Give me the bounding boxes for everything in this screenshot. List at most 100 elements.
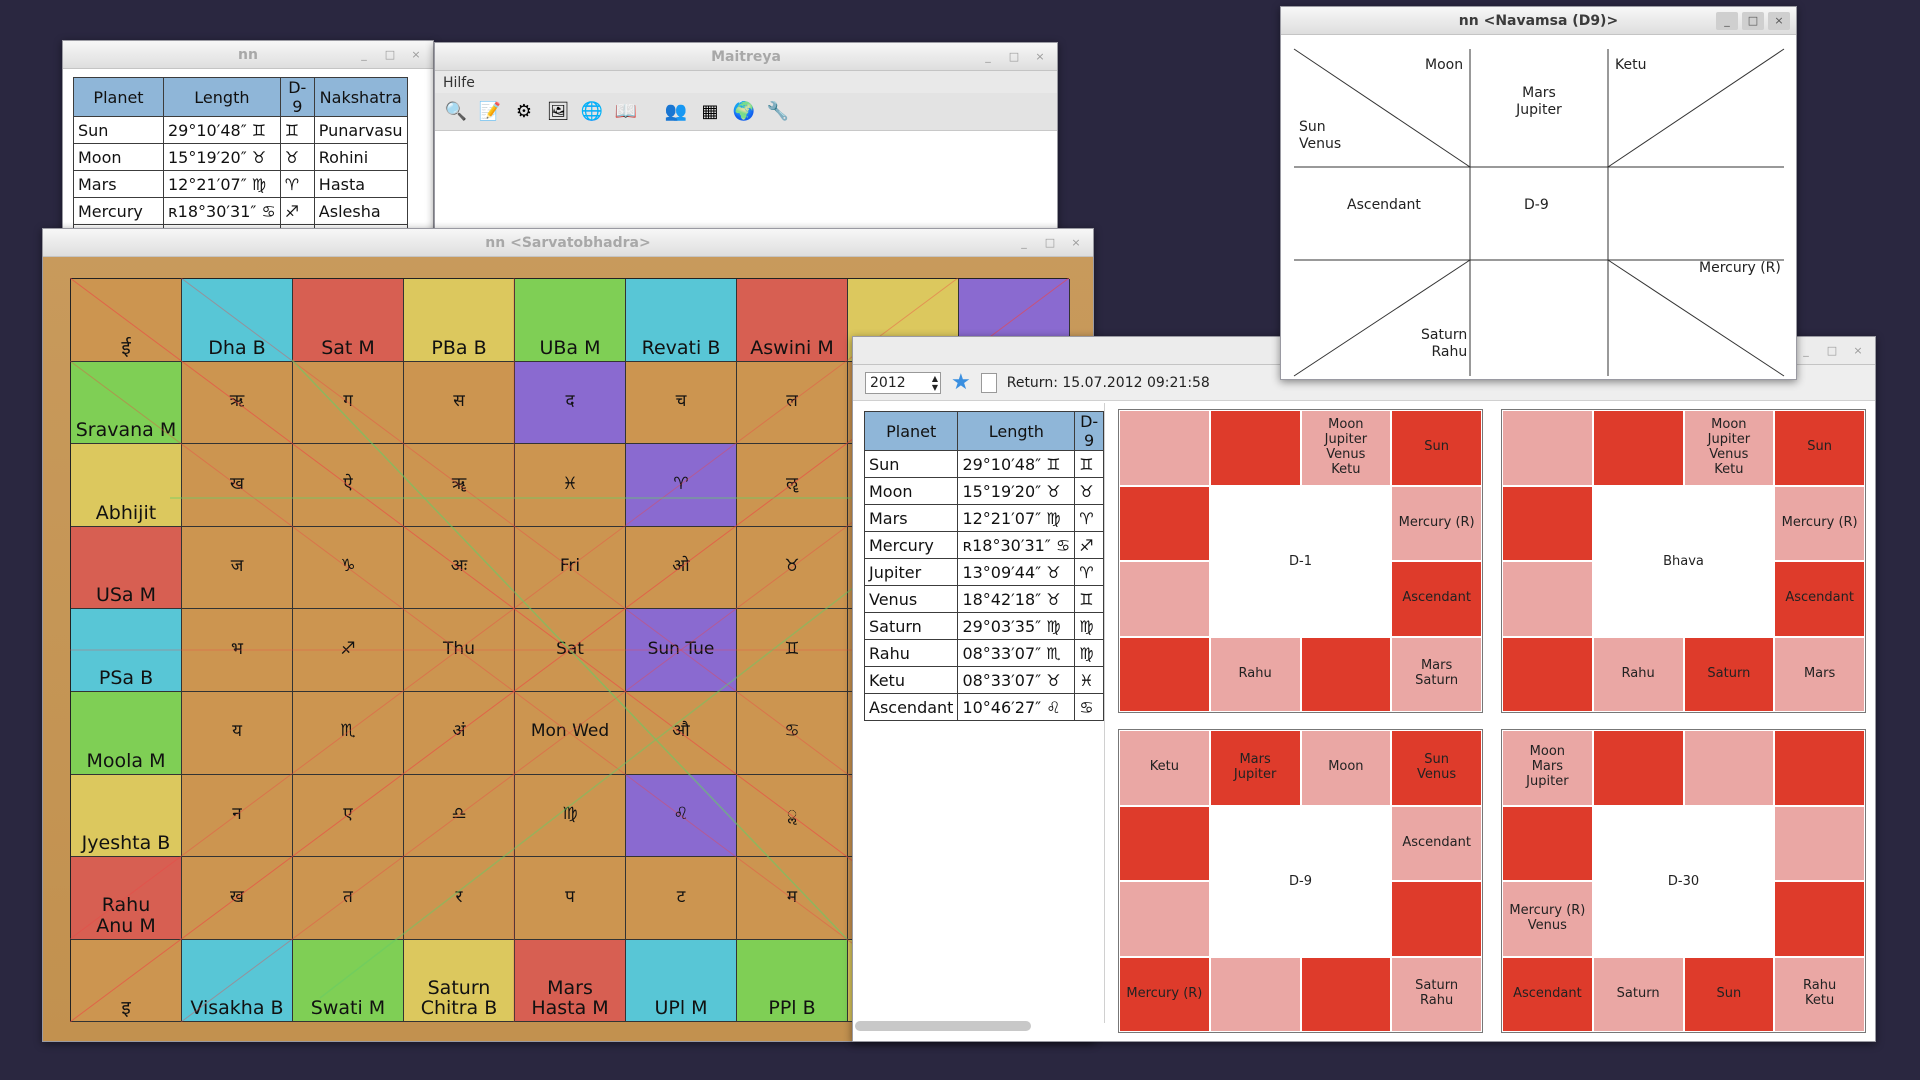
table-row[interactable]: Mars 12°21′07″ ♍ ♈ Hasta	[73, 170, 408, 198]
image-icon[interactable]: 🖼	[546, 100, 570, 122]
chart-house-cell[interactable]: Ascendant	[1391, 805, 1482, 881]
chart-house-cell[interactable]	[1209, 410, 1301, 486]
note-icon[interactable]	[980, 372, 997, 393]
table-row[interactable]: Ascendant 10°46′27″ ♌ ♋	[863, 693, 1104, 721]
chart-house-cell[interactable]: Sun	[1391, 410, 1482, 486]
chart-icon[interactable]: ▦	[701, 100, 719, 122]
spinner-arrows-icon[interactable]: ▲ ▼	[931, 373, 938, 392]
table-row[interactable]: Mercury ʀ18°30′31″ ♋ ♐ Aslesha	[73, 197, 408, 225]
chart-house-cell[interactable]: Moon Mars Jupiter	[1502, 730, 1593, 806]
settings-icon[interactable]: ⚙	[515, 100, 533, 122]
column-header[interactable]: Planet	[73, 77, 164, 117]
edit-icon[interactable]: 📝	[478, 100, 502, 122]
search-icon[interactable]: 🔍	[444, 100, 468, 122]
maximize-button[interactable]: □	[384, 48, 396, 61]
chart-house-cell[interactable]: Mars Saturn	[1391, 636, 1482, 712]
chart-house-cell[interactable]	[1502, 410, 1593, 486]
chart-house-cell[interactable]	[1502, 805, 1593, 881]
star-icon[interactable]: ★	[951, 370, 971, 395]
maximize-button[interactable]: □	[1044, 236, 1056, 249]
close-button[interactable]: ×	[1071, 236, 1081, 249]
chart-house-cell[interactable]: Moon	[1300, 730, 1392, 806]
chart-house-cell[interactable]: Sun Venus	[1391, 730, 1482, 806]
chart-house-cell[interactable]: Ketu	[1119, 730, 1210, 806]
maximize-button[interactable]: □	[1008, 50, 1020, 63]
chart-house-cell[interactable]: Saturn	[1683, 636, 1775, 712]
chart-house-cell[interactable]	[1683, 730, 1775, 806]
table-row[interactable]: Mars 12°21′07″ ♍ ♈	[863, 504, 1104, 532]
minimize-button[interactable]: _	[1803, 344, 1809, 357]
chart-house-cell[interactable]	[1209, 956, 1301, 1032]
earth-icon[interactable]: 🌍	[732, 100, 756, 122]
table-row[interactable]: Sun 29°10′48″ ♊ ♊ Punarvasu	[73, 116, 408, 144]
close-button[interactable]: ×	[411, 48, 421, 61]
chart-house-cell[interactable]: Mercury (R)	[1119, 956, 1210, 1032]
chart-house-cell[interactable]	[1774, 881, 1865, 957]
sarvatobhadra-titlebar[interactable]: nn <Sarvatobhadra> _ □ ×	[43, 229, 1093, 257]
chart-house-cell[interactable]	[1774, 805, 1865, 881]
chart-house-cell[interactable]	[1119, 410, 1210, 486]
table-row[interactable]: Saturn 29°03′35″ ♍ ♍	[863, 612, 1104, 640]
maitreya-titlebar[interactable]: Maitreya _ □ ×	[435, 43, 1057, 71]
horizontal-scrollbar[interactable]	[855, 1021, 1031, 1031]
chart-house-cell[interactable]	[1502, 485, 1593, 561]
chart-house-cell[interactable]: Sun	[1774, 410, 1865, 486]
chart-house-cell[interactable]: Moon Jupiter Venus Ketu	[1300, 410, 1392, 486]
chart-house-cell[interactable]: Mars	[1774, 636, 1865, 712]
chart-house-cell[interactable]: Rahu	[1209, 636, 1301, 712]
chart-house-cell[interactable]	[1774, 730, 1865, 806]
close-button[interactable]: ×	[1035, 50, 1045, 63]
nn-titlebar[interactable]: nn _ □ ×	[63, 41, 433, 69]
minimize-button[interactable]: _	[1021, 236, 1027, 249]
chart-house-cell[interactable]: Sun	[1683, 956, 1775, 1032]
varga-chart-d9[interactable]: Ketu Mars Jupiter Moon Sun Venus D-9 Ascendan…	[1118, 729, 1483, 1033]
chart-house-cell[interactable]	[1502, 636, 1593, 712]
varga-chart-d30[interactable]: Moon Mars Jupiter D-30 Mercury (R) Venus As…	[1501, 729, 1866, 1033]
chart-house-cell[interactable]	[1119, 485, 1210, 561]
chart-house-cell[interactable]: Mars Jupiter	[1209, 730, 1301, 806]
chart-house-cell[interactable]	[1119, 881, 1210, 957]
chart-house-cell[interactable]: Ascendant	[1774, 561, 1865, 637]
chart-house-cell[interactable]: Moon Jupiter Venus Ketu	[1683, 410, 1775, 486]
varga-chart-d1[interactable]: Moon Jupiter Venus Ketu Sun D-1 Mercury (R)…	[1118, 409, 1483, 713]
people-icon[interactable]: 👥	[664, 100, 688, 122]
chart-house-cell[interactable]: Saturn	[1592, 956, 1684, 1032]
column-header[interactable]: D-9	[1074, 411, 1104, 451]
close-button[interactable]: ×	[1768, 12, 1790, 30]
table-row[interactable]: Ketu 08°33′07″ ♉ ♓	[863, 666, 1104, 694]
table-row[interactable]: Venus 18°42′18″ ♉ ♊	[863, 585, 1104, 613]
chart-house-cell[interactable]	[1502, 561, 1593, 637]
book-icon[interactable]: 📖	[614, 100, 638, 122]
year-spinner[interactable]: 2012 ▲ ▼	[865, 371, 941, 394]
column-header[interactable]: Length	[163, 77, 281, 117]
chart-house-cell[interactable]: Mercury (R) Venus	[1502, 881, 1593, 957]
chart-house-cell[interactable]: Ascendant	[1502, 956, 1593, 1032]
varga-chart-bhava[interactable]: Moon Jupiter Venus Ketu Sun Bhava Mercury (…	[1501, 409, 1866, 713]
chart-house-cell[interactable]	[1300, 956, 1392, 1032]
column-header[interactable]: Planet	[863, 411, 959, 451]
table-row[interactable]: Mercury ʀ18°30′31″ ♋ ♐	[863, 531, 1104, 559]
chart-house-cell[interactable]: Ascendant	[1391, 561, 1482, 637]
chart-house-cell[interactable]: Mercury (R)	[1391, 485, 1482, 561]
chart-house-cell[interactable]	[1119, 805, 1210, 881]
column-header[interactable]: Nakshatra	[313, 77, 408, 117]
table-row[interactable]: Moon 15°19′20″ ♉ ♉	[863, 477, 1104, 505]
chart-house-cell[interactable]: Rahu Ketu	[1774, 956, 1865, 1032]
menu-help[interactable]: Hilfe	[443, 75, 475, 91]
table-row[interactable]: Jupiter 13°09′44″ ♉ ♈	[863, 558, 1104, 586]
chart-house-cell[interactable]: Rahu	[1592, 636, 1684, 712]
column-header[interactable]: Length	[957, 411, 1076, 451]
wrench-icon[interactable]: 🔧	[766, 100, 790, 122]
close-button[interactable]: ×	[1853, 344, 1863, 357]
navamsa-titlebar[interactable]: nn <Navamsa (D9)> _ □ ×	[1281, 7, 1796, 35]
chart-house-cell[interactable]: Saturn Rahu	[1391, 956, 1482, 1032]
minimize-button[interactable]: _	[985, 50, 991, 63]
chart-house-cell[interactable]	[1119, 561, 1210, 637]
table-row[interactable]: Rahu 08°33′07″ ♏ ♍	[863, 639, 1104, 667]
chart-house-cell[interactable]	[1592, 730, 1684, 806]
maximize-button[interactable]: □	[1742, 12, 1764, 30]
chart-house-cell[interactable]	[1119, 636, 1210, 712]
table-row[interactable]: Moon 15°19′20″ ♉ ♉ Rohini	[73, 143, 408, 171]
chart-house-cell[interactable]	[1391, 881, 1482, 957]
minimize-button[interactable]: _	[1716, 12, 1738, 30]
